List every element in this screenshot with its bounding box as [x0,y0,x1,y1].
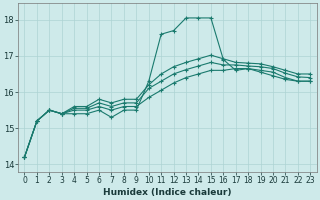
X-axis label: Humidex (Indice chaleur): Humidex (Indice chaleur) [103,188,232,197]
